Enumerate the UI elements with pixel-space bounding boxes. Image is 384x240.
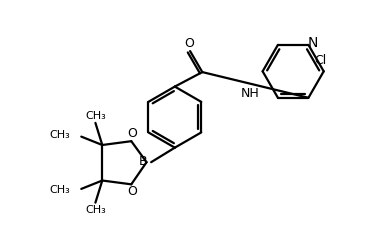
Text: O: O — [127, 127, 137, 140]
Text: CH₃: CH₃ — [86, 111, 106, 121]
Text: O: O — [127, 185, 137, 198]
Text: B: B — [139, 155, 147, 168]
Text: O: O — [184, 37, 194, 50]
Text: CH₃: CH₃ — [50, 185, 71, 195]
Text: NH: NH — [241, 87, 260, 101]
Text: CH₃: CH₃ — [86, 204, 106, 215]
Text: CH₃: CH₃ — [50, 131, 71, 140]
Text: Cl: Cl — [314, 54, 326, 67]
Text: N: N — [308, 36, 318, 50]
